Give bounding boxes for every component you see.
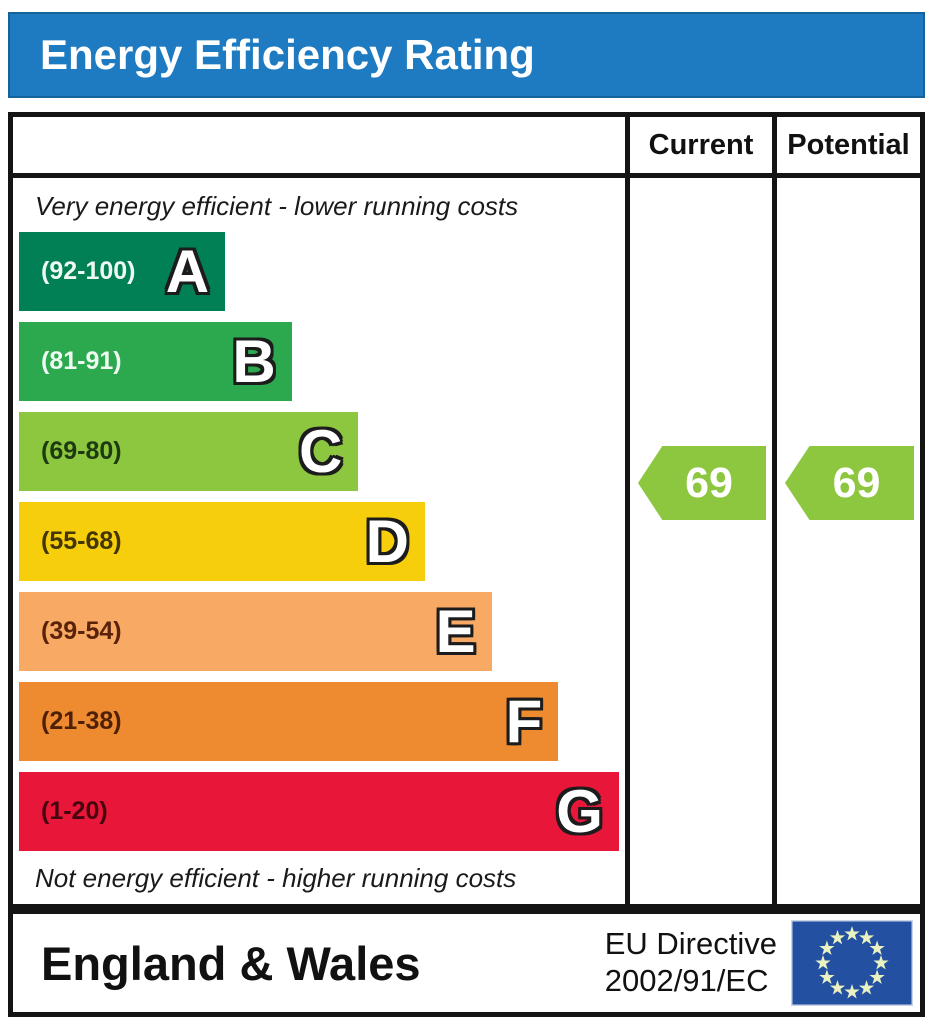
eu-flag-icon bbox=[791, 920, 913, 1006]
band-c-range: (69-80) bbox=[41, 437, 122, 465]
eu-directive-text: EU Directive 2002/91/EC bbox=[605, 926, 777, 999]
band-e-range: (39-54) bbox=[41, 617, 122, 645]
potential-column-label: Potential bbox=[787, 128, 910, 161]
band-d-letter: D bbox=[365, 507, 410, 575]
title-bar: Energy Efficiency Rating bbox=[8, 12, 925, 98]
eu-directive-line1: EU Directive bbox=[604, 926, 777, 962]
band-d-range: (55-68) bbox=[41, 527, 122, 555]
top-note: Very energy efficient - lower running co… bbox=[35, 191, 519, 221]
potential-rating-cell: 69 bbox=[772, 178, 920, 904]
rating-band-f: (21-38) F bbox=[19, 682, 559, 761]
rating-band-e: (39-54) E bbox=[19, 592, 492, 671]
rating-band-b: (81-91) B bbox=[19, 322, 292, 401]
page-title: Energy Efficiency Rating bbox=[40, 31, 535, 78]
band-a-letter: A bbox=[165, 237, 210, 305]
header-current: Current bbox=[625, 117, 772, 178]
eu-directive-line2: 2002/91/EC bbox=[604, 963, 769, 998]
rating-band-d: (55-68) D bbox=[19, 502, 426, 581]
band-f-range: (21-38) bbox=[41, 707, 122, 735]
rating-band-g: (1-20) G bbox=[19, 772, 619, 851]
band-a-range: (92-100) bbox=[41, 257, 136, 285]
bottom-note: Not energy efficient - higher running co… bbox=[35, 863, 517, 893]
header-spacer bbox=[13, 117, 625, 178]
current-rating-cell: 69 bbox=[625, 178, 772, 904]
current-rating-arrow: 69 bbox=[638, 446, 766, 520]
rating-band-a: (92-100) A bbox=[19, 232, 226, 311]
rating-band-c: (69-80) C bbox=[19, 412, 359, 491]
footer: England & Wales EU Directive 2002/91/EC bbox=[8, 909, 925, 1017]
region-label: England & Wales bbox=[41, 936, 421, 990]
header-potential: Potential bbox=[772, 117, 920, 178]
band-g-range: (1-20) bbox=[41, 797, 108, 825]
band-f-letter: F bbox=[505, 687, 543, 755]
band-g-letter: G bbox=[556, 777, 603, 845]
potential-rating-value: 69 bbox=[832, 458, 881, 507]
current-rating-value: 69 bbox=[685, 458, 733, 507]
band-e-letter: E bbox=[435, 597, 476, 665]
potential-rating-arrow: 69 bbox=[785, 446, 914, 520]
current-column-label: Current bbox=[648, 128, 754, 161]
rating-scale-area: Very energy efficient - lower running co… bbox=[13, 178, 625, 904]
band-b-range: (81-91) bbox=[41, 347, 122, 375]
band-b-letter: B bbox=[232, 327, 276, 395]
epc-table: Current Potential Very energy efficient … bbox=[8, 112, 925, 909]
rating-bands: (92-100) A (81-91) B (69-80) C (55-68) D… bbox=[19, 232, 625, 851]
band-c-letter: C bbox=[299, 417, 343, 485]
